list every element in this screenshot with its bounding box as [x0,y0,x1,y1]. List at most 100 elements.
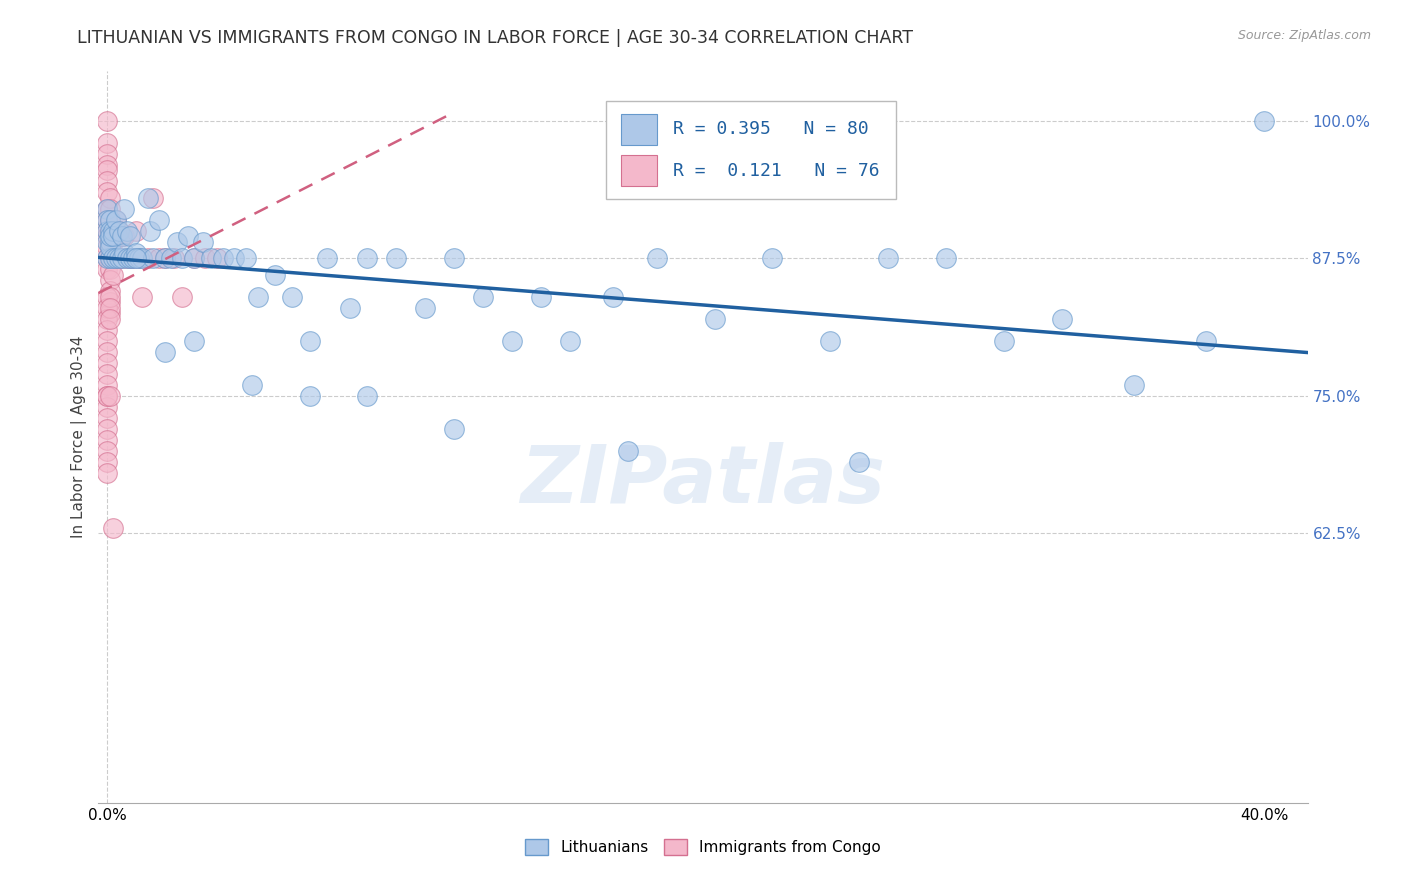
Point [117,252,139,266]
Text: R =  0.121   N = 76: R = 0.121 N = 76 [672,161,879,180]
Point [98,224,121,238]
FancyBboxPatch shape [621,114,657,145]
Point [96,202,118,216]
Point [117,224,139,238]
Point [645,252,668,266]
Point [98,285,121,299]
FancyBboxPatch shape [606,101,897,200]
Point [125,224,148,238]
Point [240,377,263,392]
Point [114,245,136,260]
Point [142,191,165,205]
Point [96,163,118,178]
Point [136,252,159,266]
Point [101,268,124,282]
Point [120,229,142,244]
Point [98,301,121,315]
Point [96,202,118,216]
Text: R = 0.395   N = 80: R = 0.395 N = 80 [672,120,869,138]
Point [153,252,176,266]
Point [96,455,118,469]
Point [101,224,124,238]
Point [98,212,121,227]
Point [107,252,129,266]
Point [122,252,145,266]
Point [1195,334,1218,348]
Point [200,252,222,266]
Point [558,334,581,348]
Point [96,240,118,254]
Point [153,252,176,266]
Point [281,290,304,304]
Point [96,229,118,244]
Point [98,306,121,320]
Point [877,252,900,266]
Point [159,252,181,266]
Point [114,202,136,216]
Point [148,252,170,266]
Point [98,191,121,205]
Point [761,252,783,266]
Point [177,229,200,244]
Point [104,229,127,244]
Point [96,224,118,238]
Point [166,235,188,249]
Text: ZIPatlas: ZIPatlas [520,442,886,520]
Point [183,252,205,266]
Point [183,334,205,348]
Point [211,252,233,266]
Point [191,235,214,249]
Point [107,224,129,238]
Point [96,136,118,150]
Point [98,311,121,326]
Point [385,252,408,266]
Point [96,389,118,403]
Point [96,334,118,348]
Point [472,290,495,304]
Point [356,252,378,266]
Point [96,422,118,436]
Point [96,367,118,381]
Point [1253,113,1275,128]
Text: Source: ZipAtlas.com: Source: ZipAtlas.com [1237,29,1371,42]
Point [617,443,640,458]
Point [139,224,162,238]
Point [107,224,129,238]
Point [101,521,124,535]
Point [101,235,124,249]
Point [104,212,127,227]
Point [107,252,129,266]
Point [443,422,465,436]
Point [110,252,132,266]
Point [820,334,842,348]
Point [98,235,121,249]
Point [935,252,957,266]
Point [96,323,118,337]
Point [98,252,121,266]
Point [413,301,436,315]
Point [96,311,118,326]
Point [104,252,127,266]
Point [96,377,118,392]
FancyBboxPatch shape [621,155,657,186]
Point [96,400,118,414]
Point [298,334,321,348]
Point [128,252,150,266]
Point [205,252,228,266]
Point [96,433,118,447]
Point [96,212,118,227]
Point [131,290,153,304]
Point [104,212,127,227]
Point [316,252,339,266]
Point [120,252,142,266]
Point [298,389,321,403]
Point [153,344,176,359]
Y-axis label: In Labor Force | Age 30-34: In Labor Force | Age 30-34 [72,335,87,539]
Point [162,252,184,266]
Point [96,344,118,359]
Point [224,252,246,266]
Point [530,290,553,304]
Point [96,146,118,161]
Point [501,334,523,348]
Point [98,290,121,304]
